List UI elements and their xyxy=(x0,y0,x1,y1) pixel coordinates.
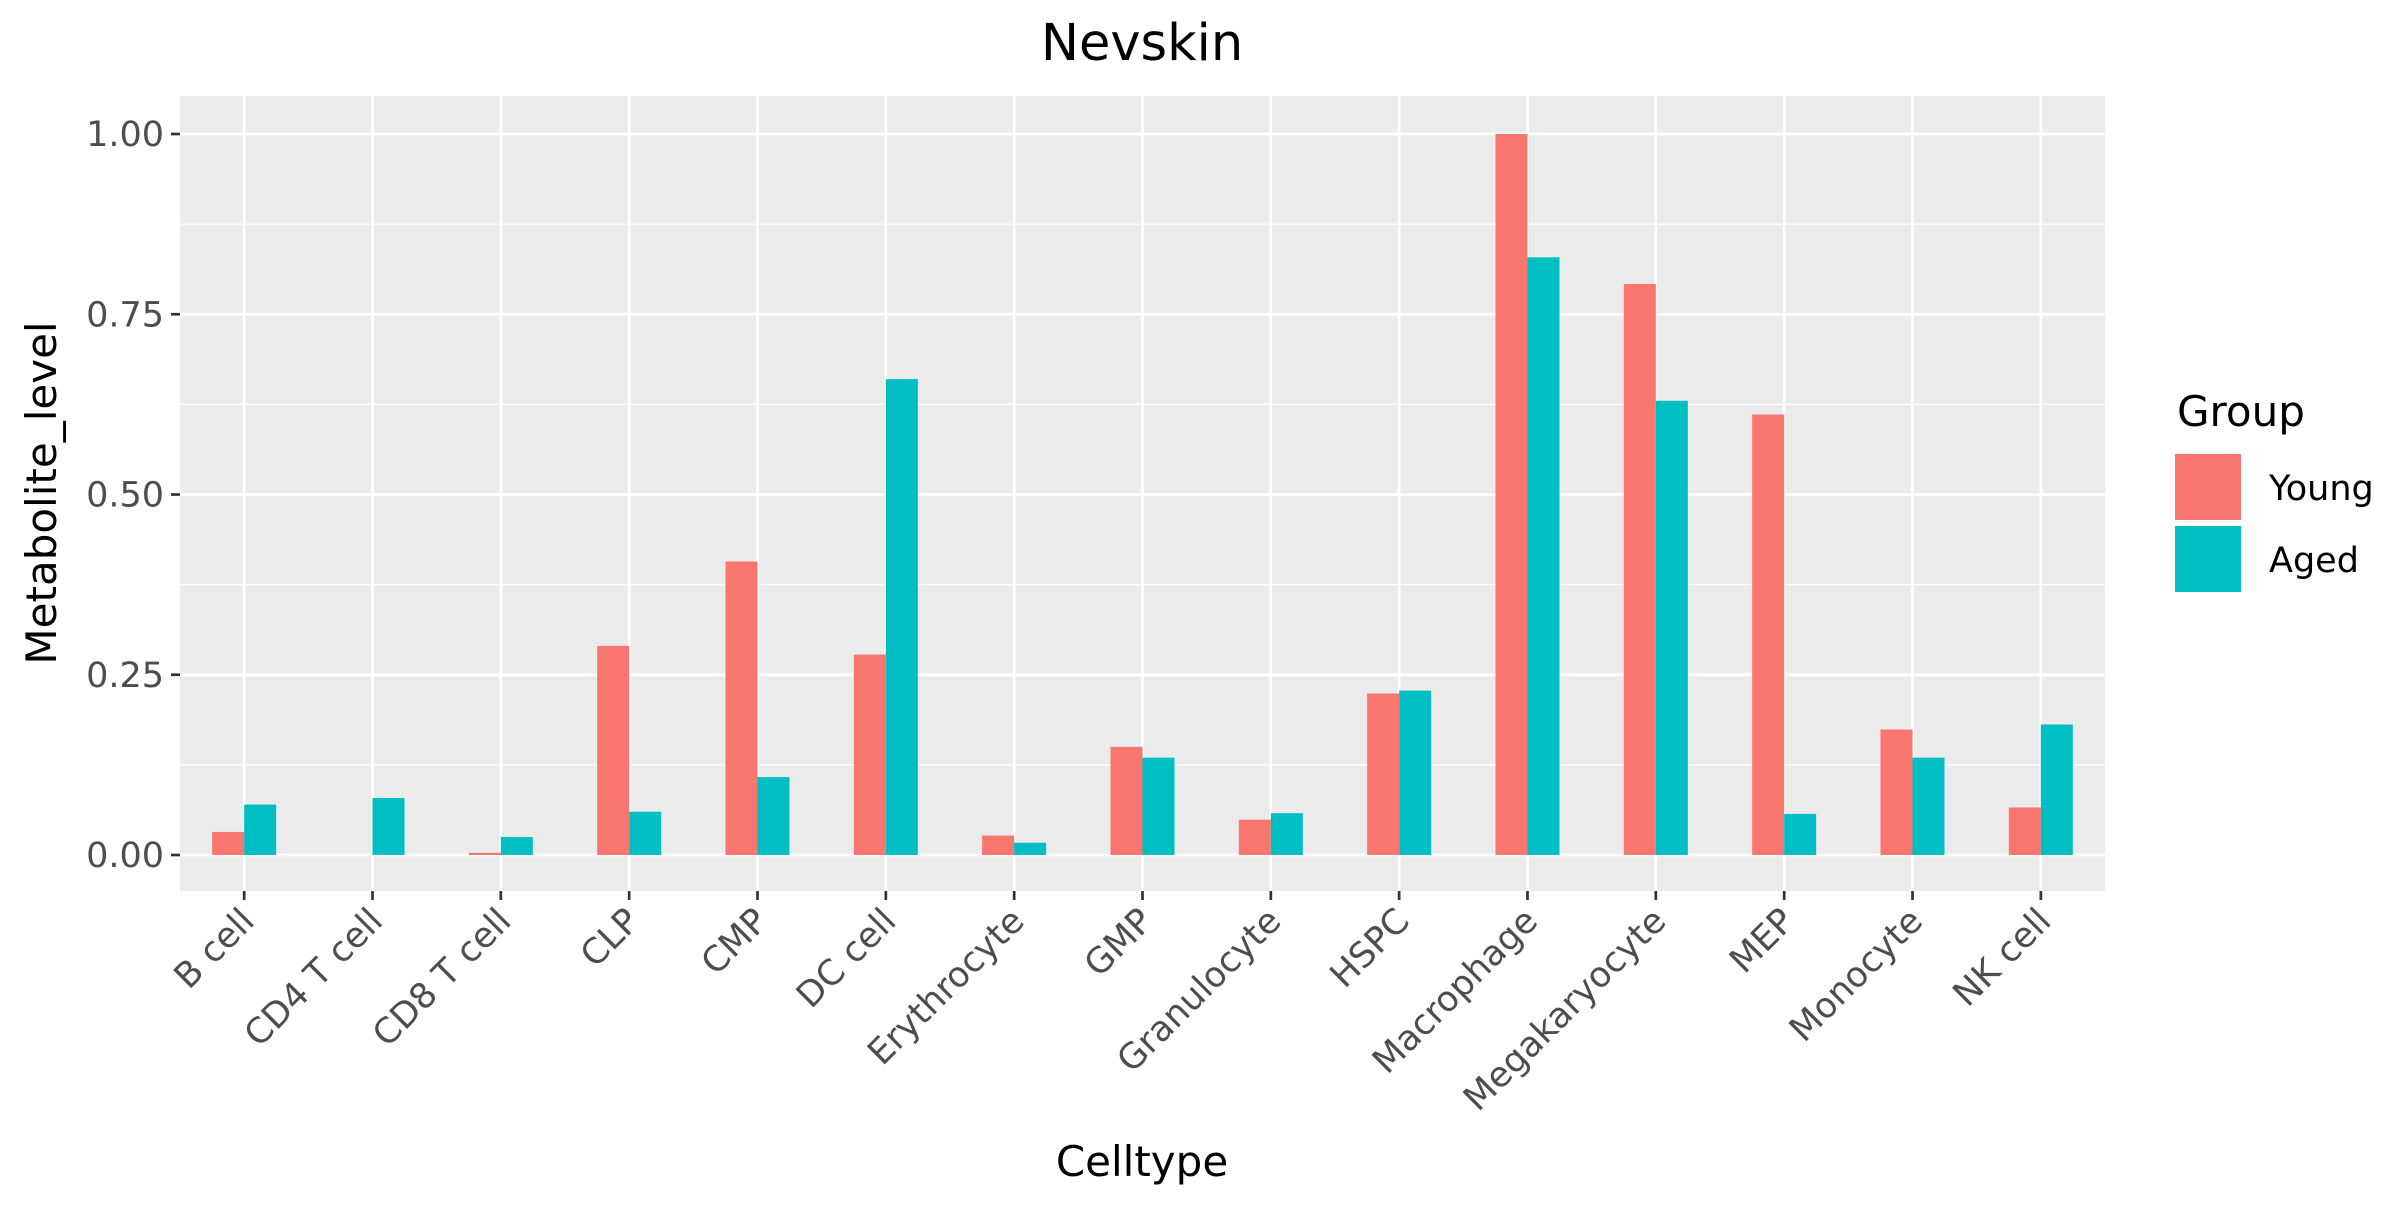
bar-young xyxy=(1752,414,1785,855)
x-tick-label: NK cell xyxy=(1946,901,2059,1014)
bar-young xyxy=(1623,283,1656,855)
legend: Group Young Aged xyxy=(2175,387,2374,592)
bar-young xyxy=(853,654,886,855)
x-tick-label: CLP xyxy=(573,901,647,975)
bar-young xyxy=(468,852,501,855)
bar-aged xyxy=(757,777,790,855)
legend-key-young xyxy=(2175,454,2241,520)
bar-aged xyxy=(1912,757,1945,855)
y-axis: 0.00 0.25 0.50 0.75 1.00 xyxy=(86,115,180,876)
x-tick-label: Monocyte xyxy=(1782,901,1931,1050)
bar-aged xyxy=(1270,813,1303,855)
bar-young xyxy=(982,835,1015,855)
x-tick-label: B cell xyxy=(167,901,263,997)
x-tick-label: CD8 T cell xyxy=(365,901,519,1055)
bar-young xyxy=(1238,819,1271,855)
bar-aged xyxy=(629,811,662,855)
bar-aged xyxy=(1014,842,1047,855)
bar-young xyxy=(1110,746,1143,855)
x-tick-label: GMP xyxy=(1077,901,1161,985)
y-tick-label: 0.50 xyxy=(86,476,164,516)
bar-aged xyxy=(1399,690,1432,855)
x-tick-label: HSPC xyxy=(1323,901,1418,996)
y-tick-label: 0.00 xyxy=(86,836,164,876)
chart-title: Nevskin xyxy=(1041,14,1243,73)
x-tick-label: MEP xyxy=(1722,901,1802,981)
bar-aged xyxy=(2040,724,2073,855)
bar-young xyxy=(725,561,758,855)
bar-young xyxy=(597,645,630,855)
bar-aged xyxy=(1784,813,1817,855)
legend-key-aged xyxy=(2175,526,2241,592)
y-axis-title: Metabolite_level xyxy=(17,321,66,664)
bar-aged xyxy=(1142,757,1175,855)
legend-title: Group xyxy=(2177,387,2305,436)
bar-young xyxy=(1367,693,1400,855)
bar-aged xyxy=(1527,257,1560,855)
bars xyxy=(212,134,2073,855)
bar-young xyxy=(212,831,245,855)
x-tick-label: CD4 T cell xyxy=(237,901,391,1055)
legend-label: Young xyxy=(2268,469,2374,509)
y-tick-label: 0.75 xyxy=(86,295,164,335)
y-tick-label: 1.00 xyxy=(86,115,164,155)
legend-label: Aged xyxy=(2269,541,2359,581)
bar-aged xyxy=(500,836,533,855)
bar-aged xyxy=(885,379,918,855)
bar-aged xyxy=(244,804,277,855)
x-tick-label: DC cell xyxy=(789,901,904,1016)
bar-aged xyxy=(1655,400,1688,855)
bar-young xyxy=(1495,134,1528,855)
x-tick-label: CMP xyxy=(694,901,776,983)
bar-young xyxy=(1880,729,1913,855)
x-axis-title: Celltype xyxy=(1056,1137,1228,1186)
bar-young xyxy=(2008,807,2041,855)
bar-aged xyxy=(372,798,405,855)
y-tick-label: 0.25 xyxy=(86,656,164,696)
